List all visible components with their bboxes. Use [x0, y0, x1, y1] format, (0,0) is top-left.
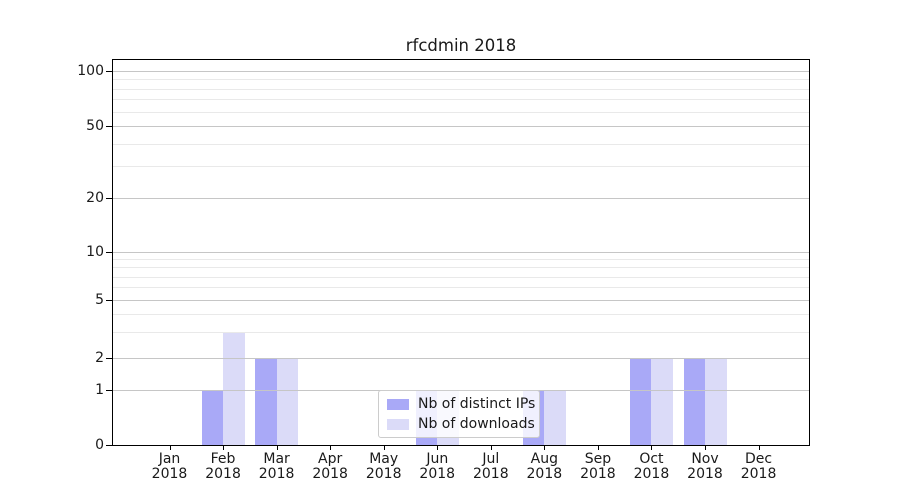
legend-item-distinct-ips: Nb of distinct IPs — [387, 396, 535, 412]
y-gridline-major — [113, 198, 809, 199]
y-gridline-minor — [113, 89, 809, 90]
legend-item-downloads: Nb of downloads — [387, 416, 535, 432]
x-tick-mark — [330, 445, 332, 450]
x-axis-tick-label: Mar 2018 — [258, 451, 295, 482]
x-tick-mark — [383, 445, 385, 450]
y-gridline-minor — [113, 287, 809, 288]
bar-downloads-feb — [223, 332, 245, 445]
y-gridline-major — [113, 300, 809, 301]
bar-distinct-ips-mar — [255, 358, 277, 445]
y-tick-mark — [106, 126, 112, 127]
x-axis-tick-label: Sep 2018 — [580, 451, 616, 482]
x-axis-tick-label: May 2018 — [365, 451, 402, 482]
x-tick-mark — [758, 445, 760, 450]
bar-distinct-ips-oct — [629, 358, 652, 445]
x-axis-tick-label: Dec 2018 — [740, 451, 777, 482]
y-gridline-minor — [113, 332, 809, 333]
bar-distinct-ips-nov — [683, 358, 705, 445]
y-axis-tick-label: 0 — [95, 437, 104, 453]
x-tick-mark — [651, 445, 653, 450]
x-tick-mark — [490, 445, 492, 450]
y-axis-tick-label: 100 — [77, 63, 104, 79]
y-axis-tick-label: 20 — [86, 190, 104, 206]
y-tick-mark — [106, 358, 112, 359]
y-axis-tick-label: 50 — [86, 118, 104, 134]
x-axis-tick-label: Feb 2018 — [205, 451, 241, 482]
y-gridline-minor — [113, 99, 809, 100]
y-tick-mark — [106, 390, 112, 391]
x-tick-mark — [437, 445, 439, 450]
x-axis-tick-label: Jan 2018 — [151, 451, 188, 482]
y-tick-mark — [106, 252, 112, 253]
y-axis-tick-label: 10 — [86, 244, 104, 260]
legend: Nb of distinct IPs Nb of downloads — [378, 390, 540, 438]
y-gridline-minor — [113, 144, 809, 145]
bar-downloads-nov — [705, 358, 727, 445]
y-gridline-minor — [113, 79, 809, 80]
legend-label-downloads: Nb of downloads — [418, 416, 535, 432]
x-axis-tick-label: Aug 2018 — [526, 451, 563, 482]
x-tick-mark — [705, 445, 706, 450]
x-axis-tick-label: Apr 2018 — [312, 451, 348, 482]
y-gridline-minor — [113, 166, 809, 167]
legend-swatch-downloads — [387, 418, 409, 430]
plot-area: Nb of distinct IPs Nb of downloads — [112, 59, 810, 446]
legend-swatch-distinct-ips — [387, 398, 409, 410]
y-axis-tick-label: 2 — [95, 350, 104, 366]
x-tick-mark — [544, 445, 546, 450]
x-tick-mark — [276, 445, 278, 450]
x-tick-mark — [597, 445, 599, 450]
y-gridline-minor — [113, 259, 809, 260]
y-gridline-minor — [113, 267, 809, 268]
x-axis-tick-label: Jul 2018 — [472, 451, 509, 482]
x-tick-mark — [169, 445, 171, 450]
y-tick-mark — [106, 300, 112, 301]
x-axis-tick-label: Nov 2018 — [687, 451, 723, 482]
legend-label-distinct-ips: Nb of distinct IPs — [418, 396, 536, 412]
y-gridline-major — [113, 126, 809, 127]
y-tick-mark — [106, 71, 112, 72]
y-gridline-major — [113, 71, 809, 72]
y-gridline-minor — [113, 277, 809, 278]
x-tick-mark — [223, 445, 225, 450]
chart-title: rfcdmin 2018 — [405, 36, 517, 55]
y-tick-mark — [106, 198, 112, 199]
bar-downloads-aug — [544, 390, 566, 445]
y-gridline-major — [113, 252, 809, 253]
bar-downloads-mar — [276, 358, 299, 445]
y-gridline-minor — [113, 112, 809, 113]
y-tick-mark — [106, 445, 112, 446]
y-axis-tick-label: 5 — [95, 292, 104, 308]
x-axis-tick-label: Jun 2018 — [419, 451, 456, 482]
x-axis-tick-label: Oct 2018 — [633, 451, 670, 482]
bar-distinct-ips-feb — [201, 390, 224, 445]
y-axis-tick-label: 1 — [95, 382, 104, 398]
y-gridline-major — [113, 358, 809, 359]
y-gridline-minor — [113, 314, 809, 315]
bar-downloads-oct — [651, 358, 673, 445]
